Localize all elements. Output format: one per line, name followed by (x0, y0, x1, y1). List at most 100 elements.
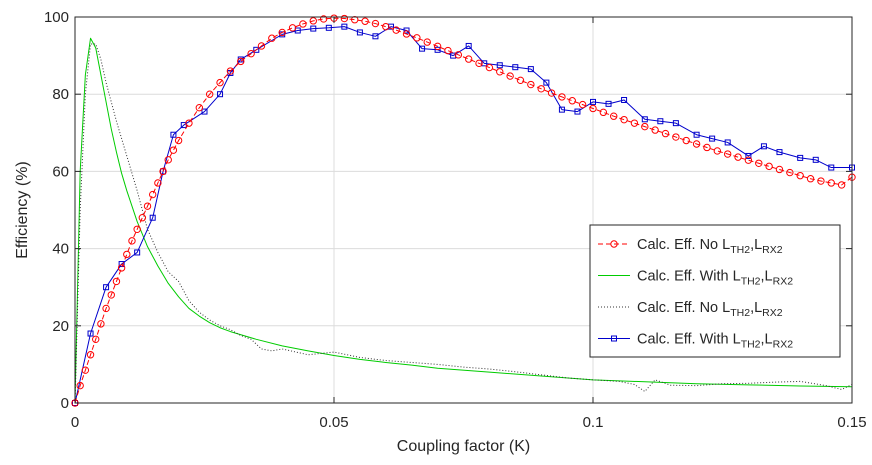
data-point (143, 202, 152, 210)
data-point (253, 46, 260, 53)
data-point (159, 167, 167, 176)
data-point (693, 131, 700, 138)
data-point (464, 55, 473, 63)
data-point (117, 264, 126, 272)
series-line (74, 17, 853, 404)
data-point (812, 156, 819, 163)
data-point (160, 168, 167, 175)
legend-label: Calc. Eff. No LTH2,LRX2 (637, 300, 783, 319)
data-point (817, 177, 825, 185)
data-point (837, 181, 846, 189)
data-point (123, 250, 131, 259)
data-point (703, 143, 711, 152)
data-point (657, 118, 664, 125)
data-point (481, 60, 488, 67)
data-point (216, 78, 224, 87)
data-point (485, 63, 494, 72)
y-tick-label: 80 (52, 86, 69, 103)
data-point (527, 80, 535, 89)
data-point (465, 42, 472, 49)
data-point (797, 154, 804, 161)
data-point (589, 104, 597, 113)
legend-marker (611, 335, 617, 342)
data-point (796, 171, 804, 180)
legend-item: Calc. Eff. With LTH2,LRX2 (598, 269, 793, 288)
data-point (134, 249, 141, 256)
data-point (568, 97, 576, 105)
data-point (340, 14, 349, 23)
y-tick-label: 40 (52, 241, 69, 258)
data-point (185, 119, 193, 127)
data-point (734, 153, 742, 161)
data-point (724, 139, 731, 146)
data-point (558, 93, 566, 101)
data-point (512, 64, 519, 71)
data-point (621, 96, 628, 103)
data-point (107, 291, 115, 299)
x-tick-label: 0.15 (837, 414, 866, 431)
data-point (765, 162, 773, 171)
data-point (319, 15, 328, 23)
legend-label: Calc. Eff. No LTH2,LRX2 (637, 237, 783, 256)
data-point (268, 34, 276, 42)
data-point (630, 119, 639, 127)
data-point (372, 33, 379, 40)
data-point (672, 120, 679, 127)
data-point (174, 136, 183, 145)
data-point (641, 122, 649, 131)
data-point (433, 42, 442, 51)
data-point (294, 27, 301, 34)
data-point (713, 147, 722, 155)
legend-item: Calc. Eff. With LTH2,LRX2 (598, 332, 793, 351)
data-point (247, 49, 255, 58)
data-point (371, 19, 380, 28)
data-point (454, 51, 463, 59)
data-point (257, 42, 266, 50)
data-point (709, 135, 716, 142)
data-point (827, 179, 835, 187)
data-point (444, 46, 452, 55)
data-point (527, 66, 534, 73)
legend-item: Calc. Eff. No LTH2,LRX2 (598, 237, 783, 256)
data-point (278, 28, 286, 37)
data-point (610, 112, 618, 120)
data-point (170, 131, 177, 138)
data-point (496, 68, 504, 76)
data-point (413, 34, 421, 42)
data-point (387, 23, 394, 30)
data-point (423, 38, 431, 46)
legend-label: Calc. Eff. With LTH2,LRX2 (637, 332, 793, 351)
legend: Calc. Eff. No LTH2,LRX2 Calc. Eff. With L… (589, 224, 841, 358)
data-point (590, 98, 596, 105)
data-point (516, 76, 525, 85)
data-point (651, 126, 659, 134)
data-point (237, 57, 245, 66)
y-tick-label: 20 (52, 318, 69, 335)
data-point (382, 22, 390, 31)
data-point (97, 320, 105, 328)
data-point (434, 46, 441, 53)
data-point (169, 146, 178, 154)
series-line (74, 43, 853, 404)
data-point (205, 90, 214, 98)
data-point (149, 214, 156, 221)
data-point (806, 175, 815, 183)
data-point (325, 24, 332, 31)
data-point (102, 304, 110, 313)
data-point (86, 351, 95, 359)
data-point (475, 59, 483, 68)
data-point (76, 381, 84, 390)
data-point (723, 150, 732, 158)
data-point (201, 108, 208, 115)
data-point (537, 85, 545, 93)
x-axis-title: Coupling factor (K) (397, 438, 530, 455)
series-2 (74, 43, 853, 404)
data-point (87, 330, 94, 337)
y-tick-label: 100 (44, 9, 69, 26)
legend-marker (610, 240, 618, 248)
data-point (558, 106, 565, 113)
x-tick-label: 0.05 (319, 414, 348, 431)
data-point (496, 62, 503, 69)
data-point (403, 27, 410, 34)
data-point (138, 214, 147, 222)
